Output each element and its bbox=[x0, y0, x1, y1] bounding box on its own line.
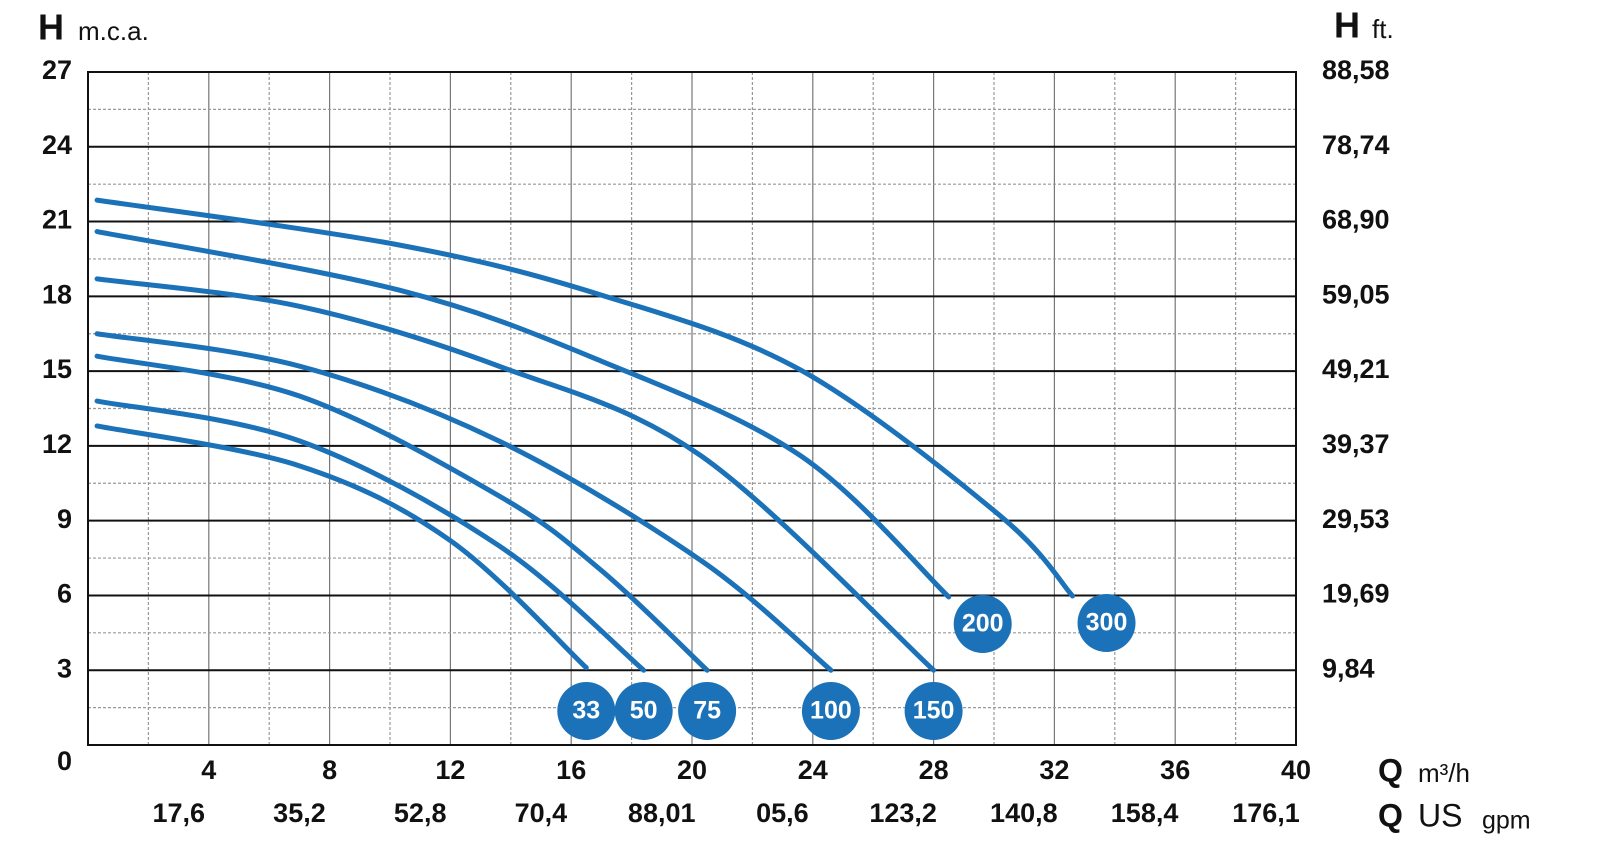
x2-tick-label: 70,4 bbox=[515, 798, 568, 828]
pump-curve bbox=[94, 423, 589, 671]
x-tick-label: 16 bbox=[556, 755, 586, 785]
curve-label-badge bbox=[678, 682, 737, 740]
y2-tick-label: 39,37 bbox=[1322, 429, 1390, 459]
x-tick-label: 20 bbox=[677, 755, 707, 785]
x2-axis-subunit: gpm bbox=[1482, 807, 1531, 835]
x2-tick-label: 17,6 bbox=[152, 798, 205, 828]
x2-tick-label: 158,4 bbox=[1111, 798, 1179, 828]
y2-tick-label: 78,74 bbox=[1322, 130, 1390, 160]
y-tick-label: 3 bbox=[57, 653, 72, 683]
x-tick-label: 28 bbox=[919, 755, 949, 785]
legend-label: 300 bbox=[1086, 609, 1128, 637]
curve-label-badge bbox=[614, 682, 673, 740]
y2-tick-label: 19,69 bbox=[1322, 579, 1390, 609]
y2-tick-label: 49,21 bbox=[1322, 354, 1390, 384]
x2-tick-label: 140,8 bbox=[990, 798, 1058, 828]
pump-curve bbox=[94, 398, 647, 673]
x-axis-unit: m³/h bbox=[1418, 758, 1470, 788]
y-tick-label: 0 bbox=[57, 746, 72, 776]
x-tick-label: 40 bbox=[1281, 755, 1311, 785]
x-axis-symbol: Q bbox=[1378, 752, 1403, 788]
pump-curve bbox=[94, 197, 1076, 599]
y-axis-symbol: H bbox=[38, 7, 64, 48]
y-tick-label: 27 bbox=[42, 55, 72, 85]
y2-tick-label: 29,53 bbox=[1322, 504, 1390, 534]
legend-label: 150 bbox=[913, 697, 955, 725]
x2-tick-label: 176,1 bbox=[1232, 798, 1300, 828]
x-tick-label: 32 bbox=[1039, 755, 1069, 785]
x2-tick-label: 123,2 bbox=[869, 798, 937, 828]
curve-label-badge bbox=[801, 682, 860, 740]
curve-label-badge bbox=[904, 682, 963, 740]
curve-label-badge bbox=[953, 594, 1012, 653]
curve-label: 200 bbox=[953, 594, 1012, 653]
y2-axis-symbol: H bbox=[1334, 5, 1360, 46]
curve-label: 75 bbox=[678, 682, 737, 740]
x2-tick-label: 88,01 bbox=[628, 798, 696, 828]
legend-label: 200 bbox=[962, 610, 1004, 638]
y2-tick-label: 88,58 bbox=[1322, 55, 1390, 85]
x-tick-label: 24 bbox=[798, 755, 828, 785]
x2-tick-label: 52,8 bbox=[394, 798, 447, 828]
y-axis-unit: m.c.a. bbox=[78, 16, 149, 46]
y-tick-label: 15 bbox=[42, 354, 72, 384]
y-tick-label: 24 bbox=[42, 130, 72, 160]
x2-axis-symbol: Q bbox=[1378, 797, 1403, 833]
y-tick-label: 18 bbox=[42, 279, 72, 309]
pump-curve bbox=[94, 353, 710, 673]
x-tick-label: 8 bbox=[322, 755, 337, 785]
plot-frame bbox=[87, 71, 1297, 746]
y-tick-label: 21 bbox=[42, 205, 72, 235]
curve-label-badge bbox=[1077, 593, 1136, 652]
curve-label-badge bbox=[557, 682, 616, 740]
y2-tick-label: 68,90 bbox=[1322, 205, 1390, 235]
x2-tick-label: 35,2 bbox=[273, 798, 326, 828]
x-tick-label: 12 bbox=[435, 755, 465, 785]
y2-axis-unit: ft. bbox=[1372, 14, 1394, 44]
y2-tick-label: 59,05 bbox=[1322, 279, 1390, 309]
pump-curve bbox=[94, 276, 937, 673]
y-tick-label: 6 bbox=[57, 579, 72, 609]
legend-label: 100 bbox=[810, 697, 852, 725]
curve-label: 50 bbox=[614, 682, 673, 740]
curve-label: 100 bbox=[801, 682, 860, 740]
x-tick-label: 4 bbox=[201, 755, 216, 785]
curve-label: 150 bbox=[904, 682, 963, 740]
x2-axis-unit: US bbox=[1418, 797, 1462, 833]
curve-label: 300 bbox=[1077, 593, 1136, 652]
legend-label: 50 bbox=[630, 697, 658, 725]
legend-label: 75 bbox=[693, 697, 721, 725]
curve-label: 33 bbox=[557, 682, 616, 740]
y2-tick-label: 9,84 bbox=[1322, 653, 1375, 683]
y-tick-label: 9 bbox=[57, 504, 72, 534]
legend-label: 33 bbox=[572, 697, 600, 725]
pump-curve bbox=[94, 331, 834, 673]
x2-tick-label: 05,6 bbox=[756, 798, 809, 828]
y-tick-label: 12 bbox=[42, 429, 72, 459]
pump-curve bbox=[94, 229, 952, 600]
x-tick-label: 36 bbox=[1160, 755, 1190, 785]
